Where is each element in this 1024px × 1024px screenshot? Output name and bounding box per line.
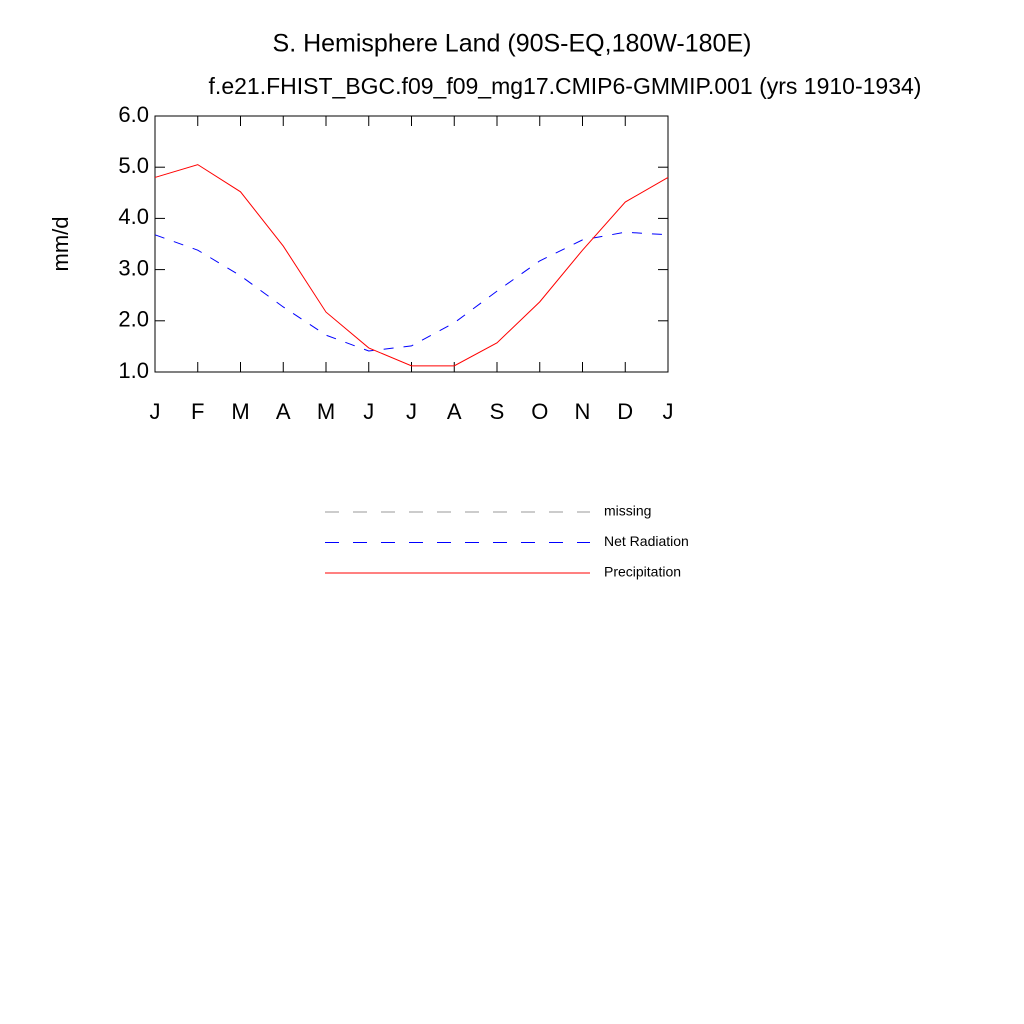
legend-label: Precipitation xyxy=(604,564,681,580)
chart-subtitle: f.e21.FHIST_BGC.f09_f09_mg17.CMIP6-GMMIP… xyxy=(209,73,922,99)
x-tick-label: F xyxy=(191,399,204,424)
x-tick-label: J xyxy=(406,399,417,424)
x-tick-label: N xyxy=(575,399,591,424)
legend-label: Net Radiation xyxy=(604,533,689,549)
x-tick-label: J xyxy=(663,399,674,424)
x-tick-label: J xyxy=(363,399,374,424)
x-tick-label: M xyxy=(231,399,249,424)
series-line xyxy=(154,164,669,367)
x-tick-label: D xyxy=(617,399,633,424)
y-tick-label: 5.0 xyxy=(118,153,149,178)
plot-frame xyxy=(154,115,669,373)
x-tick-label: M xyxy=(317,399,335,424)
x-tick-label: S xyxy=(490,399,505,424)
chart-title: S. Hemisphere Land (90S-EQ,180W-180E) xyxy=(273,30,752,58)
y-tick-label: 4.0 xyxy=(118,204,149,229)
y-tick-label: 1.0 xyxy=(118,358,149,383)
y-tick-label: 3.0 xyxy=(118,255,149,280)
series-line xyxy=(154,231,669,352)
y-axis-label: mm/d xyxy=(48,217,73,272)
x-tick-label: A xyxy=(276,399,291,424)
x-tick-label: O xyxy=(531,399,548,424)
x-tick-label: J xyxy=(150,399,161,424)
legend-label: missing xyxy=(604,503,651,519)
y-tick-label: 6.0 xyxy=(118,102,149,127)
y-tick-label: 2.0 xyxy=(118,307,149,332)
x-tick-label: A xyxy=(447,399,462,424)
